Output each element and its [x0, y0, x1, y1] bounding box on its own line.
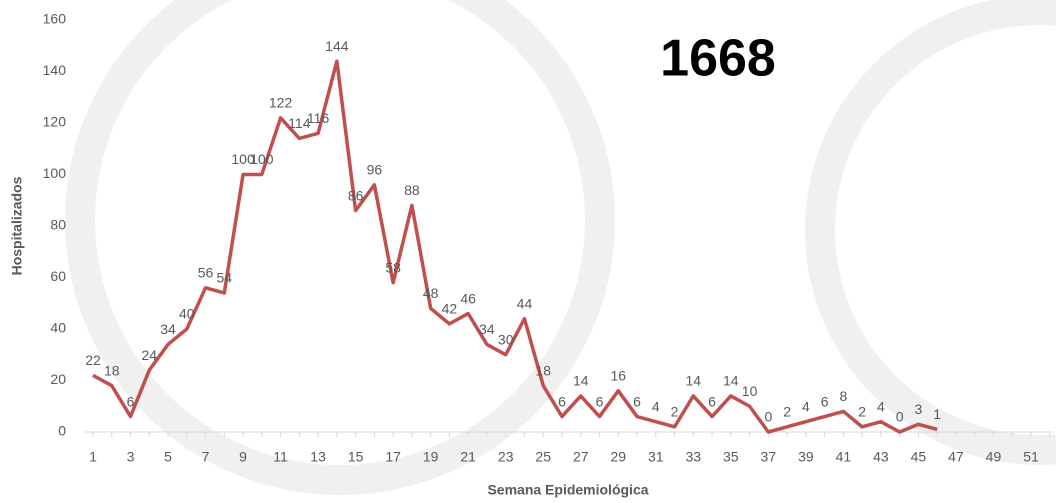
data-label: 16	[610, 368, 626, 384]
data-label: 24	[141, 347, 157, 363]
data-label: 30	[498, 331, 514, 347]
data-label: 6	[558, 393, 566, 409]
data-label: 6	[821, 393, 829, 409]
data-label: 34	[479, 321, 495, 337]
x-tick-label: 45	[911, 449, 927, 465]
x-tick-label: 27	[573, 449, 589, 465]
data-label: 96	[367, 162, 383, 178]
y-tick-label: 40	[50, 320, 66, 336]
x-tick-label: 35	[723, 449, 739, 465]
y-tick-label: 20	[50, 371, 66, 387]
data-label: 18	[104, 362, 120, 378]
x-tick-label: 21	[460, 449, 476, 465]
data-label: 4	[802, 398, 810, 414]
data-label: 86	[348, 187, 364, 203]
data-label: 2	[858, 404, 866, 420]
y-tick-label: 60	[50, 268, 66, 284]
data-label: 8	[839, 388, 847, 404]
x-tick-label: 15	[348, 449, 364, 465]
data-label: 1	[933, 406, 941, 422]
data-label: 6	[127, 393, 135, 409]
data-label: 6	[596, 393, 604, 409]
data-label: 2	[783, 404, 791, 420]
data-label: 42	[442, 301, 458, 317]
x-tick-label: 13	[310, 449, 326, 465]
data-label: 14	[723, 373, 739, 389]
x-tick-label: 17	[385, 449, 401, 465]
data-label: 14	[686, 373, 702, 389]
data-label: 6	[708, 393, 716, 409]
data-label: 46	[460, 290, 476, 306]
data-label: 2	[671, 404, 679, 420]
data-label: 144	[325, 38, 349, 54]
x-tick-label: 43	[873, 449, 889, 465]
data-label: 58	[385, 259, 401, 275]
y-tick-label: 100	[43, 165, 67, 181]
x-tick-label: 9	[239, 449, 247, 465]
data-label: 10	[742, 383, 758, 399]
y-tick-label: 0	[58, 423, 66, 439]
data-label: 0	[764, 409, 772, 425]
y-tick-label: 80	[50, 217, 66, 233]
data-label: 48	[423, 285, 439, 301]
x-tick-label: 3	[127, 449, 135, 465]
y-tick-label: 120	[43, 114, 67, 130]
data-label: 116	[307, 110, 330, 126]
x-tick-label: 19	[423, 449, 439, 465]
data-label: 6	[633, 393, 641, 409]
x-tick-label: 11	[273, 449, 288, 465]
x-tick-label: 37	[761, 449, 777, 465]
data-label: 40	[179, 306, 195, 322]
x-tick-label: 7	[202, 449, 210, 465]
x-tick-label: 29	[610, 449, 626, 465]
data-label: 0	[896, 409, 904, 425]
data-label: 100	[250, 151, 274, 167]
y-tick-label: 140	[43, 62, 67, 78]
x-tick-label: 31	[648, 449, 664, 465]
data-label: 34	[160, 321, 176, 337]
y-axis-title: Hospitalizados	[9, 176, 25, 275]
x-tick-label: 39	[798, 449, 814, 465]
data-label: 4	[877, 398, 885, 414]
total-annotation: 1668	[660, 30, 776, 88]
x-tick-label: 25	[535, 449, 551, 465]
x-tick-label: 33	[686, 449, 702, 465]
data-label: 44	[517, 295, 533, 311]
data-label: 100	[231, 151, 255, 167]
data-label: 122	[269, 95, 293, 111]
data-label: 18	[535, 362, 551, 378]
x-tick-label: 23	[498, 449, 514, 465]
data-label: 14	[573, 373, 589, 389]
data-line	[92, 59, 938, 434]
data-label: 114	[288, 115, 311, 131]
data-label: 22	[85, 352, 101, 368]
data-label: 3	[915, 401, 923, 417]
x-tick-label: 47	[948, 449, 964, 465]
x-axis-title: Semana Epidemiológica	[487, 482, 648, 498]
x-tick-label: 49	[986, 449, 1002, 465]
watermark	[65, 0, 1056, 495]
x-tick-label: 51	[1023, 449, 1039, 465]
data-label: 88	[404, 182, 420, 198]
x-tick-label: 41	[836, 449, 852, 465]
x-tick-label: 1	[89, 449, 97, 465]
data-label: 56	[198, 265, 214, 281]
data-label: 54	[217, 270, 233, 286]
data-label: 4	[652, 398, 660, 414]
x-tick-label: 5	[164, 449, 172, 465]
y-tick-label: 160	[43, 11, 67, 27]
